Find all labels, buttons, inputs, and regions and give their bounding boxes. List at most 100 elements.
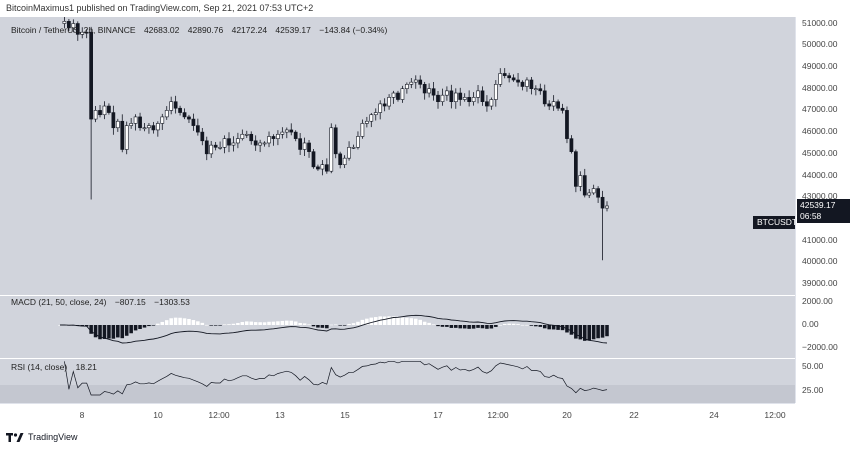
macd-bar [58, 325, 62, 326]
macd-bar [458, 325, 463, 329]
candle-up [356, 136, 360, 148]
macd-bar [325, 325, 329, 329]
price-axis-label: 49000.00 [802, 60, 838, 71]
macd-value-1: −807.15 [114, 297, 146, 307]
time-label: 24 [709, 410, 719, 420]
macd-bar [209, 325, 213, 326]
macd-bar [560, 325, 565, 331]
candle-down [138, 116, 142, 129]
macd-bar [253, 322, 258, 325]
macd-bar [164, 320, 169, 325]
legend-close: 42539.17 [275, 25, 311, 35]
macd-bar [289, 320, 294, 325]
pane-separator-rsi[interactable] [0, 358, 795, 359]
macd-bar [182, 318, 187, 325]
macd-bar [196, 321, 200, 325]
candle-up [578, 175, 583, 187]
price-axis-label: 48000.00 [802, 82, 838, 93]
price-candles [62, 17, 609, 261]
candle-up [115, 120, 120, 129]
candle-down [204, 140, 209, 155]
rsi-name: RSI (14, close) [11, 362, 68, 372]
macd-bar [405, 317, 409, 325]
candle-down [307, 142, 311, 152]
rsi-line [64, 360, 608, 396]
candle-down [338, 153, 343, 165]
macd-bar [351, 323, 356, 325]
candle-down [436, 94, 440, 103]
macd-bar [365, 318, 369, 325]
price-axis-label: 51000.00 [802, 17, 838, 28]
time-axis[interactable]: 8 10 12:00 13 15 17 12:00 20 22 24 12:00 [0, 403, 795, 429]
candle-up [347, 147, 351, 159]
macd-bar [440, 325, 445, 327]
macd-bar [378, 316, 382, 325]
time-label: 10 [153, 410, 163, 420]
candle-down [485, 101, 489, 107]
candle-up [369, 114, 374, 122]
legend-open: 42683.02 [143, 25, 180, 35]
candle-down [542, 90, 547, 105]
chart-area[interactable]: Bitcoin / TetherUS, 2h, BINANCE 42683.02… [0, 17, 795, 403]
candle-up [240, 133, 245, 139]
candle-down [271, 136, 276, 139]
macd-bar [280, 320, 285, 325]
macd-bar [147, 325, 151, 327]
candle-up [405, 84, 409, 89]
macd-value-2: −1303.53 [154, 297, 190, 307]
candle-up [373, 112, 378, 116]
candle-up [147, 125, 151, 129]
price-axis-label: 47000.00 [802, 104, 838, 115]
macd-bar [276, 321, 280, 325]
candle-up [129, 123, 134, 126]
macd-bar [258, 322, 262, 325]
candle-up [533, 88, 538, 90]
candle-up [551, 101, 556, 107]
time-label: 12:00 [208, 410, 230, 420]
candle-up [587, 192, 592, 196]
macd-legend: MACD (21, 50, close, 24) −807.15 −1303.5… [11, 297, 196, 307]
candle-down [289, 129, 294, 133]
macd-bar [596, 325, 600, 339]
candle-down [120, 120, 125, 150]
candle-down [560, 107, 565, 111]
macd-bar [591, 325, 596, 340]
candle-up [222, 138, 227, 148]
macd-bar [311, 325, 316, 327]
candle-up [427, 88, 431, 94]
macd-bar [218, 325, 222, 326]
candle-up [440, 94, 445, 103]
candle-up [93, 110, 98, 120]
macd-bar [151, 325, 156, 326]
candle-up [164, 110, 169, 118]
macd-bar [298, 322, 302, 325]
macd-bar [587, 325, 591, 341]
candle-up [133, 116, 138, 124]
candle-up [320, 164, 325, 170]
rsi-band [0, 385, 795, 403]
legend-change: −143.84 (−0.34%) [319, 25, 388, 35]
candle-up [360, 123, 365, 137]
macd-bar [462, 325, 467, 329]
macd-axis-label: 0.00 [802, 319, 819, 329]
macd-bar [320, 325, 325, 328]
macd-bar [480, 325, 485, 329]
candle-down [467, 97, 471, 103]
macd-bar [396, 317, 400, 325]
candle-up [84, 31, 89, 34]
macd-bar [138, 325, 142, 329]
time-label: 22 [629, 410, 639, 420]
pane-separator-macd[interactable] [0, 295, 795, 296]
candle-up [342, 157, 347, 165]
macd-bar [520, 324, 525, 326]
price-legend: Bitcoin / TetherUS, 2h, BINANCE 42683.02… [11, 25, 393, 35]
macd-bar [347, 323, 351, 325]
macd-bar [169, 318, 173, 325]
candle-down [529, 79, 534, 89]
macd-bar [578, 325, 583, 340]
time-label: 17 [433, 410, 443, 420]
tradingview-footer[interactable]: TradingView [6, 432, 78, 442]
macd-bar [387, 316, 391, 325]
macd-bar [538, 325, 543, 327]
candle-down [511, 77, 516, 81]
